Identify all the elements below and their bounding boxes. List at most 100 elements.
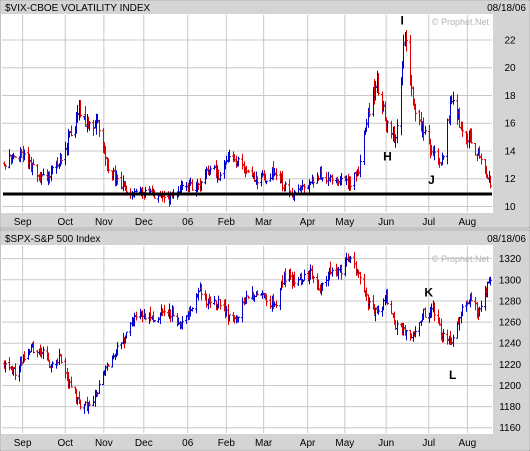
vix-ohlc-bar xyxy=(275,168,278,181)
spx-ohlc-bar xyxy=(88,400,91,407)
spx-y-tick-label: 1320 xyxy=(499,254,522,265)
vix-x-tick-label: Sep xyxy=(14,217,32,228)
vix-ohlc-bar xyxy=(28,154,31,170)
vix-y-tick-label: 18 xyxy=(504,91,516,102)
spx-ohlc-bar xyxy=(269,295,272,309)
vix-ohlc-bar xyxy=(76,104,79,123)
vix-ohlc-bar xyxy=(390,120,393,139)
spx-ohlc-bar xyxy=(474,296,477,311)
spx-ohlc-bar xyxy=(414,326,417,338)
spx-ohlc-bar xyxy=(284,268,287,288)
vix-ohlc-bar xyxy=(374,81,377,101)
vix-ohlc-bar xyxy=(112,167,115,181)
vix-ohlc-bar xyxy=(256,176,259,190)
vix-ohlc-bar xyxy=(51,165,54,175)
spx-ohlc-bar xyxy=(92,395,95,407)
vix-ohlc-bar xyxy=(48,171,51,184)
vix-ohlc-bar xyxy=(144,186,147,198)
spx-ohlc-bar xyxy=(237,316,240,323)
vix-y-tick-label: 16 xyxy=(504,119,516,130)
vix-ohlc-bar xyxy=(233,154,236,162)
vix-ohlc-bar xyxy=(386,120,389,133)
vix-ohlc-bar xyxy=(40,171,43,185)
vix-ohlc-bar xyxy=(312,176,315,188)
spx-y-axis-labels: 1160 1180 1200 1220 1240 1260 1280 1300 1320 xyxy=(499,254,522,434)
vix-ohlc-bar xyxy=(98,119,101,137)
vix-ohlc-bar xyxy=(265,180,268,185)
vix-ohlc-bar xyxy=(363,130,366,165)
vix-gridlines xyxy=(2,15,492,212)
spx-ohlc-bar xyxy=(79,399,82,410)
vix-ohlc-bar xyxy=(185,182,188,191)
spx-annotation-l: L xyxy=(449,368,456,382)
spx-ohlc-bar xyxy=(331,267,334,277)
vix-ohlc-bar xyxy=(56,156,59,169)
spx-ohlc-bar xyxy=(293,271,296,288)
vix-y-axis-strip xyxy=(493,14,529,213)
spx-ohlc-bar xyxy=(191,307,194,312)
vix-x-tick-label: Feb xyxy=(218,217,236,228)
vix-ohlc-bar xyxy=(32,159,35,166)
vix-title-bar xyxy=(1,1,529,14)
spx-ohlc-bar xyxy=(40,347,43,359)
spx-ohlc-bar xyxy=(213,296,216,305)
vix-ohlc-bar xyxy=(261,170,264,177)
vix-watermark: © Prophet.Net xyxy=(432,17,490,27)
spx-watermark: © Prophet.Net xyxy=(432,254,490,264)
spx-ohlc-bar xyxy=(422,308,425,321)
spx-y-tick-label: 1240 xyxy=(499,339,522,350)
spx-ohlc-bar xyxy=(125,331,128,339)
vix-ohlc-bar xyxy=(14,156,17,158)
spx-x-tick-label: Apr xyxy=(300,438,316,449)
spx-x-tick-label: Dec xyxy=(135,438,153,449)
spx-x-tick-label: Mar xyxy=(255,438,273,449)
vix-ohlc-bar xyxy=(12,152,15,160)
spx-ohlc-bar xyxy=(396,320,399,336)
vix-ohlc-bar xyxy=(402,34,405,69)
spx-ohlc-bar xyxy=(228,314,231,322)
spx-x-tick-label: Oct xyxy=(57,438,73,449)
spx-y-tick-label: 1300 xyxy=(499,275,522,286)
vix-ohlc-bar xyxy=(466,133,469,148)
spx-chart-title: $SPX-S&P 500 Index xyxy=(5,234,100,245)
spx-title-bar xyxy=(1,231,529,245)
spx-ohlc-bar xyxy=(153,320,156,323)
vix-ohlc-bar xyxy=(293,189,296,202)
spx-ohlc-bar xyxy=(433,302,436,322)
vix-x-tick-label: Mar xyxy=(255,217,273,228)
vix-ohlc-bar xyxy=(368,103,371,118)
spx-ohlc-bar xyxy=(219,299,222,310)
vix-ohlc-bar xyxy=(92,119,95,136)
vix-ohlc-bar xyxy=(303,183,306,193)
spx-ohlc-bar xyxy=(446,329,449,345)
vix-ohlc-bar xyxy=(84,105,87,127)
spx-x-tick-label: Aug xyxy=(458,438,476,449)
vix-annotation-h: H xyxy=(383,150,392,164)
spx-ohlc-bar xyxy=(98,380,101,394)
spx-ohlc-bar xyxy=(402,323,405,336)
spx-x-tick-label: Feb xyxy=(218,438,236,449)
vix-x-tick-label: 06 xyxy=(182,217,194,228)
vix-ohlc-bar xyxy=(181,181,184,190)
vix-ohlc-bar xyxy=(486,174,489,179)
vix-ohlc-bar xyxy=(42,168,45,176)
vix-ohlc-bar xyxy=(219,172,222,181)
spx-ohlc-bar xyxy=(47,352,50,362)
vix-ohlc-bar xyxy=(452,91,455,105)
spx-ohlc-bar xyxy=(181,316,184,330)
spx-x-tick-label: Sep xyxy=(14,438,32,449)
vix-ohlc-bar xyxy=(410,74,413,97)
spx-y-tick-label: 1200 xyxy=(499,381,522,392)
vix-panel-border xyxy=(0,0,530,229)
spx-x-tick-label: 06 xyxy=(182,438,194,449)
vix-ohlc-bar xyxy=(405,29,408,52)
spx-ohlc-bar xyxy=(486,281,489,298)
vix-ohlc-bar xyxy=(273,168,276,177)
spx-annotation-k: K xyxy=(424,285,433,299)
spx-ohlc-bar xyxy=(20,356,23,367)
spx-ohlc-bar xyxy=(301,279,304,285)
vix-ohlc-bar xyxy=(135,188,138,193)
spx-ohlc-bar xyxy=(144,313,147,321)
vix-y-tick-label: 14 xyxy=(504,146,516,157)
vix-ohlc-bar xyxy=(337,179,340,186)
